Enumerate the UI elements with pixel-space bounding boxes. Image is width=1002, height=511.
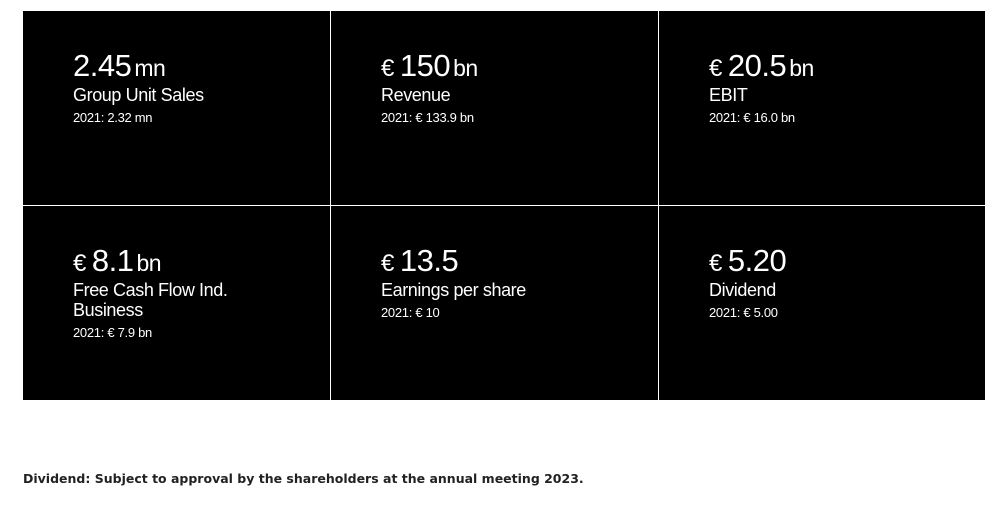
kpi-label: Free Cash Flow Ind. Business <box>73 280 228 320</box>
kpi-currency: € <box>709 250 722 277</box>
kpi-currency: € <box>381 250 394 277</box>
kpi-label: Revenue <box>381 85 451 105</box>
kpi-comparison: 2021: € 5.00 <box>709 305 778 320</box>
kpi-currency: € <box>709 55 722 82</box>
kpi-content: €13.5 Earnings per share 2021: € 10 <box>381 244 638 322</box>
kpi-tile-free-cash-flow: €8.1 bn Free Cash Flow Ind. Business 2021… <box>23 206 330 400</box>
kpi-unit: bn <box>136 250 162 276</box>
kpi-value-line: €5.20 <box>709 244 965 278</box>
kpi-comparison: 2021: € 133.9 bn <box>381 110 474 125</box>
kpi-comparison: 2021: € 16.0 bn <box>709 110 795 125</box>
kpi-label: EBIT <box>709 85 748 105</box>
kpi-comparison: 2021: 2.32 mn <box>73 110 153 125</box>
kpi-value-line: €20.5 bn <box>709 49 965 83</box>
kpi-content: 2.45 mn Group Unit Sales 2021: 2.32 mn <box>73 49 310 127</box>
kpi-value: 2.45 <box>73 48 132 83</box>
kpi-tile-revenue: €150 bn Revenue 2021: € 133.9 bn <box>331 11 658 205</box>
kpi-currency: € <box>381 55 394 82</box>
kpi-value: 150 <box>399 48 451 83</box>
kpi-content: €8.1 bn Free Cash Flow Ind. Business 2021… <box>73 244 310 342</box>
kpi-tile-group-unit-sales: 2.45 mn Group Unit Sales 2021: 2.32 mn <box>23 11 330 205</box>
kpi-comparison: 2021: € 10 <box>381 305 440 320</box>
kpi-tile-earnings-per-share: €13.5 Earnings per share 2021: € 10 <box>331 206 658 400</box>
kpi-value-line: €13.5 <box>381 244 638 278</box>
kpi-content: €20.5 bn EBIT 2021: € 16.0 bn <box>709 49 965 127</box>
kpi-grid: 2.45 mn Group Unit Sales 2021: 2.32 mn €1… <box>23 11 985 400</box>
kpi-currency: € <box>73 250 86 277</box>
kpi-value: 8.1 <box>91 243 134 278</box>
kpi-value-line: €8.1 bn <box>73 244 310 278</box>
kpi-comparison: 2021: € 7.9 bn <box>73 325 152 340</box>
kpi-value: 13.5 <box>399 243 459 278</box>
kpi-value: 5.20 <box>727 243 787 278</box>
kpi-value-line: 2.45 mn <box>73 49 310 83</box>
kpi-unit: bn <box>789 55 814 81</box>
kpi-tile-dividend: €5.20 Dividend 2021: € 5.00 <box>659 206 985 400</box>
kpi-label: Dividend <box>709 280 776 300</box>
kpi-label: Group Unit Sales <box>73 85 204 105</box>
dividend-footnote: Dividend: Subject to approval by the sha… <box>23 471 584 486</box>
kpi-tile-ebit: €20.5 bn EBIT 2021: € 16.0 bn <box>659 11 985 205</box>
kpi-value-line: €150 bn <box>381 49 638 83</box>
kpi-label: Earnings per share <box>381 280 526 300</box>
kpi-value: 20.5 <box>727 48 787 83</box>
kpi-unit: mn <box>134 55 166 81</box>
kpi-unit: bn <box>453 55 478 81</box>
kpi-content: €150 bn Revenue 2021: € 133.9 bn <box>381 49 638 127</box>
kpi-content: €5.20 Dividend 2021: € 5.00 <box>709 244 965 322</box>
